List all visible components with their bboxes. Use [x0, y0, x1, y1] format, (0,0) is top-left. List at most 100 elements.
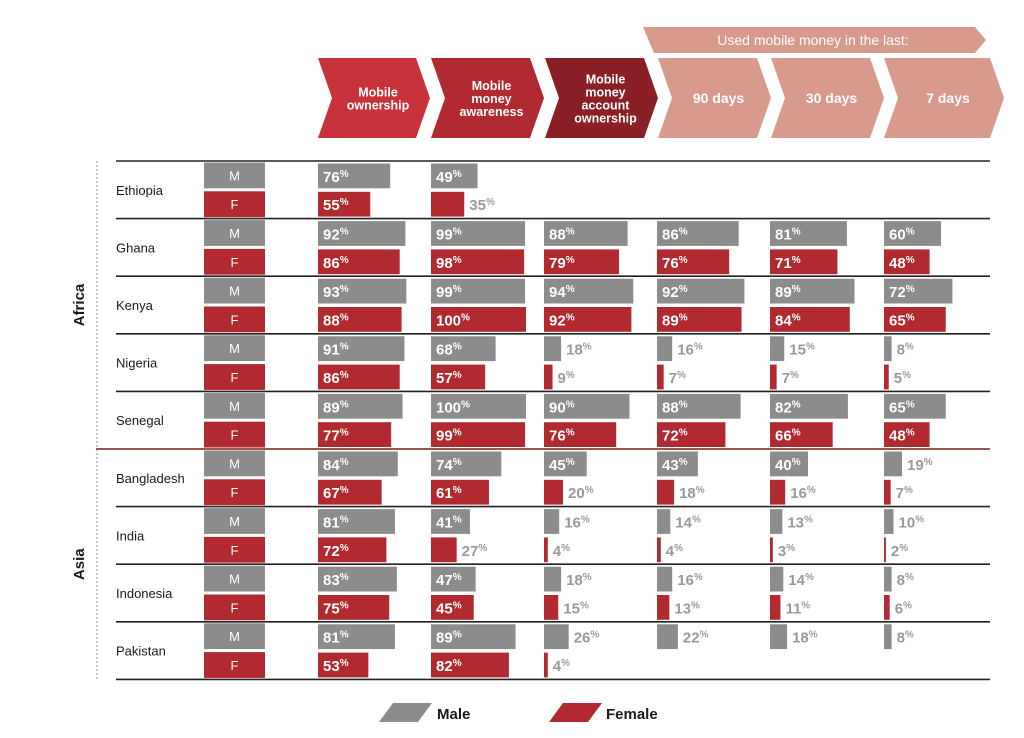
bar-male	[657, 566, 673, 592]
bar-female	[431, 537, 457, 563]
bar-female	[544, 479, 563, 505]
bar-female	[431, 479, 489, 505]
bar-female	[318, 479, 382, 505]
column-header-1	[318, 58, 430, 138]
bar-male	[431, 393, 526, 419]
bar-female-track	[884, 364, 999, 390]
bar-female	[657, 364, 664, 390]
bar-male	[657, 393, 741, 419]
bar-female	[657, 422, 726, 447]
bar-female	[318, 422, 392, 447]
bar-male	[657, 221, 739, 246]
bar-female	[318, 652, 369, 678]
bar-male	[770, 566, 784, 592]
bar-female	[770, 249, 838, 275]
male-marker	[204, 277, 265, 304]
bar-female	[884, 479, 891, 505]
male-marker-label: M	[229, 399, 240, 414]
male-marker-label: M	[229, 168, 240, 183]
bar-male	[884, 451, 903, 477]
male-marker	[204, 623, 265, 650]
bar-female	[431, 364, 486, 390]
bar-male	[431, 566, 476, 592]
bar-female-track	[770, 364, 885, 390]
bar-male	[318, 163, 391, 189]
bar-female-track	[544, 595, 659, 620]
female-marker-label: F	[231, 658, 239, 673]
column-header-6	[884, 58, 1004, 138]
bar-male-track	[657, 566, 772, 592]
bar-male	[431, 624, 516, 650]
female-marker	[204, 421, 265, 448]
column-header-label-3: Mobile money account ownership	[574, 73, 637, 126]
column-header-3	[545, 58, 658, 138]
legend-female-swatch	[549, 703, 602, 722]
bar-male-track	[770, 509, 885, 534]
column-header-label-1: Mobile ownership	[347, 86, 410, 113]
column-header-5	[771, 58, 884, 138]
bar-male	[884, 221, 941, 246]
bar-male-track	[544, 336, 659, 362]
country-label: Indonesia	[116, 586, 173, 601]
bar-male	[884, 393, 946, 419]
bar-male	[884, 336, 892, 362]
bar-female	[544, 364, 553, 390]
column-header-2	[431, 58, 544, 138]
male-marker	[204, 220, 265, 246]
bar-female	[431, 307, 526, 332]
bar-male	[544, 566, 562, 592]
region-label: Africa	[71, 283, 88, 326]
bar-male	[884, 624, 892, 650]
male-marker	[204, 565, 265, 592]
female-marker	[204, 306, 265, 333]
bar-male	[431, 336, 496, 362]
bar-male	[544, 451, 587, 477]
bar-female	[657, 307, 742, 332]
bar-male-track	[884, 336, 999, 362]
bar-female-track	[884, 479, 999, 505]
bar-group: 76% 49%55% 35%92% 99% 88% 86% 81% 60%86% 98% 79% 7…	[318, 163, 999, 678]
bar-male	[431, 451, 502, 477]
bar-female-track	[884, 595, 999, 620]
female-marker	[204, 652, 265, 678]
male-marker-label: M	[229, 572, 240, 587]
bar-female-track	[544, 537, 659, 563]
bar-male	[544, 278, 634, 304]
bar-female	[431, 249, 525, 275]
female-marker	[204, 248, 265, 275]
bar-female	[657, 537, 661, 563]
bar-male	[770, 393, 848, 419]
bar-male	[770, 624, 788, 650]
super-header-text: Used mobile money in the last:	[717, 32, 908, 48]
bar-female	[770, 422, 833, 447]
female-marker-label: F	[231, 543, 239, 558]
bar-female	[318, 307, 402, 332]
bar-male	[770, 509, 783, 534]
super-header-banner	[643, 27, 986, 53]
bar-male-track	[770, 566, 885, 592]
country-label: Pakistan	[116, 644, 166, 659]
female-marker	[204, 191, 265, 218]
bar-female	[544, 652, 548, 678]
bar-male	[431, 163, 478, 189]
bar-male	[544, 336, 562, 362]
column-header-label-6: 7 days	[926, 90, 970, 106]
bar-male	[318, 221, 406, 246]
bar-female	[431, 652, 509, 678]
column-header-label-4: 90 days	[693, 90, 745, 106]
bar-male-track	[657, 336, 772, 362]
bar-male	[657, 336, 673, 362]
bar-female-track	[884, 537, 999, 563]
region-label: Asia	[71, 548, 88, 580]
bar-female-track	[544, 364, 659, 390]
bar-male	[657, 509, 671, 534]
bar-female	[884, 249, 930, 275]
male-marker-label: M	[229, 284, 240, 299]
bar-male-track	[770, 336, 885, 362]
female-marker	[204, 479, 265, 506]
bar-female	[318, 364, 400, 390]
column-header-group: Used mobile money in the last: Mobile owne…	[318, 27, 1004, 138]
bar-female	[770, 307, 850, 332]
bar-male	[431, 509, 470, 534]
female-marker-label: F	[231, 370, 239, 385]
